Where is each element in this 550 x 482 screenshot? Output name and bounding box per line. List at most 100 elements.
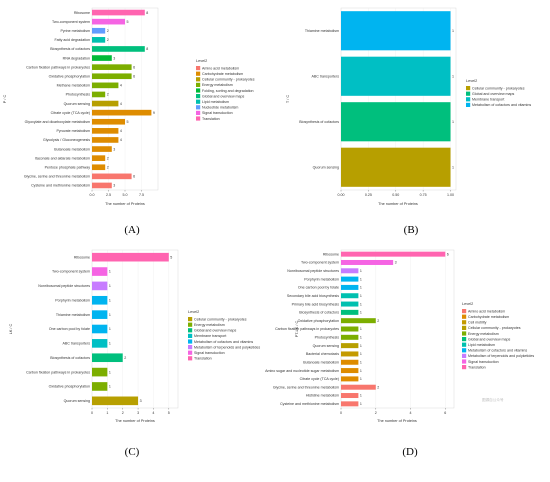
data-label: 6: [133, 74, 135, 78]
data-label: 1: [360, 336, 362, 340]
tick-label-x: 0.0: [90, 193, 95, 197]
data-label: 2: [107, 165, 109, 169]
legend-swatch: [462, 348, 467, 353]
tick-label-y: Two-component system: [301, 261, 339, 265]
data-label: 1: [452, 29, 454, 33]
bar: [341, 301, 359, 307]
tick-label-y: Oxidative phosphorylation: [49, 74, 90, 78]
bar: [92, 353, 123, 363]
data-label: 1: [109, 370, 111, 374]
tick-label-y: Quorum sensing: [64, 102, 90, 106]
legend-swatch: [196, 110, 201, 115]
legend-swatch: [196, 77, 201, 82]
legend-entry: Metabolism of cofactors and vitamins: [472, 103, 531, 107]
data-label: 1: [109, 270, 111, 274]
data-label: 1: [360, 360, 362, 364]
tick-label-x: 0.25: [365, 193, 372, 197]
legend: Level2 Amino acid metabolism Carbohydrate …: [196, 59, 255, 121]
bar: [341, 284, 359, 290]
bar: [341, 147, 451, 187]
bar: [92, 155, 106, 161]
tick-label-x: 5.0: [123, 193, 128, 197]
tick-label-y: Quorum sensing: [313, 344, 339, 348]
data-label: 1: [109, 385, 111, 389]
bar: [341, 368, 359, 374]
bar: [92, 9, 145, 16]
panel-label: (C): [125, 446, 140, 458]
tick-label-x: 7.5: [139, 193, 144, 197]
data-label: 1: [360, 277, 362, 281]
tick-label-y: One carbon pool by folate: [298, 286, 339, 290]
legend-swatch: [188, 356, 193, 361]
legend-swatch: [462, 320, 467, 325]
bar: [341, 351, 359, 357]
legend: Level2 Amino acid metabolism Carbohydrate …: [462, 302, 534, 369]
data-label: 1: [360, 369, 362, 373]
tick-label-y: Primary bile acid biosynthesis: [292, 302, 340, 306]
bar: [92, 396, 139, 406]
tick-label-y: Quorum sensing: [313, 165, 339, 169]
tick-label-y: Glyoxylate and dicarboxylate metabolism: [25, 120, 90, 124]
data-label: 9: [153, 111, 155, 115]
bar: [92, 382, 108, 391]
data-label: 2: [124, 356, 126, 360]
tick-label-y: ABC transporters: [311, 74, 339, 78]
legend-entry: Metabolism of terpenoids and polyketides: [194, 345, 260, 349]
legend-swatch: [196, 82, 201, 87]
data-label: 1: [109, 313, 111, 317]
chart-panel-3: 0 1 2 3 4 5 Ribosome 5 Two-component system 1 Nonr…: [9, 249, 260, 458]
bar: [92, 118, 125, 125]
x-axis-title: The number of Proteins: [115, 419, 155, 423]
tick-label-y: Pyruvate metabolism: [56, 129, 90, 133]
legend-swatch: [462, 309, 467, 314]
legend-entry: Cellular community - prokaryotes: [202, 78, 255, 82]
bar: [92, 37, 106, 43]
legend-entry: Cell motility: [468, 321, 487, 325]
legend-swatch: [188, 333, 193, 338]
x-axis-title: The number of Proteins: [377, 419, 417, 423]
legend-swatch: [188, 350, 193, 355]
bar: [341, 309, 359, 315]
data-label: 6: [447, 252, 449, 256]
legend: Level2 Cellular community - prokaryotes En…: [188, 310, 260, 361]
bar: [341, 56, 451, 96]
bar: [92, 137, 119, 143]
tick-label-y: Citrate cycle (TCA cycle): [300, 377, 339, 381]
data-label: 1: [360, 327, 362, 331]
tick-label-y: Butanoate metabolism: [303, 360, 339, 364]
legend-swatch: [462, 353, 467, 358]
tick-label-y: Itaconate and aldarate metabolism: [35, 156, 90, 160]
tick-label-y: Secondary bile acid biosynthesis: [287, 294, 339, 298]
tick-label-x: 0.00: [338, 193, 345, 197]
legend-swatch: [196, 88, 201, 93]
data-label: 1: [360, 344, 362, 348]
data-label: 4: [120, 102, 122, 106]
tick-label-y: Glycine, serine and threonine metabolism: [24, 175, 90, 179]
tick-label-y: Carbon fixation pathways in prokaryotes: [26, 370, 90, 374]
tick-label-y: Carbon fixation pathways in prokaryotes: [275, 327, 339, 331]
tick-label-y: Porphyrin metabolism: [55, 298, 90, 302]
tick-label-y: Amino sugar and nucleotide sugar metabol…: [265, 369, 339, 373]
tick-label-x: 0: [340, 411, 342, 415]
tick-label-y: Fatty acid degradation: [54, 38, 90, 42]
data-label: 1: [360, 302, 362, 306]
bar: [92, 146, 112, 152]
legend-swatch: [196, 71, 201, 76]
bar: [92, 55, 112, 61]
legend-entry: Cellular community - prokaryotes: [194, 317, 247, 321]
data-label: 1: [360, 402, 362, 406]
legend-swatch: [188, 339, 193, 344]
tick-label-y: Nonribosomal peptide structures: [38, 284, 90, 288]
data-label: 1: [360, 286, 362, 290]
tick-label-y: Methane metabolism: [57, 84, 90, 88]
panel-label: (D): [402, 446, 418, 458]
legend-entry: Signal transduction: [194, 351, 225, 355]
legend-entry: Translation: [468, 365, 486, 369]
bar: [92, 91, 106, 98]
data-label: 3: [113, 184, 115, 188]
tick-label-x: 0.50: [392, 193, 399, 197]
panel-label: (B): [404, 224, 419, 236]
tick-label-y: Pentose phosphate pathway: [45, 165, 91, 169]
bar: [92, 109, 152, 116]
legend-swatch: [466, 102, 471, 107]
